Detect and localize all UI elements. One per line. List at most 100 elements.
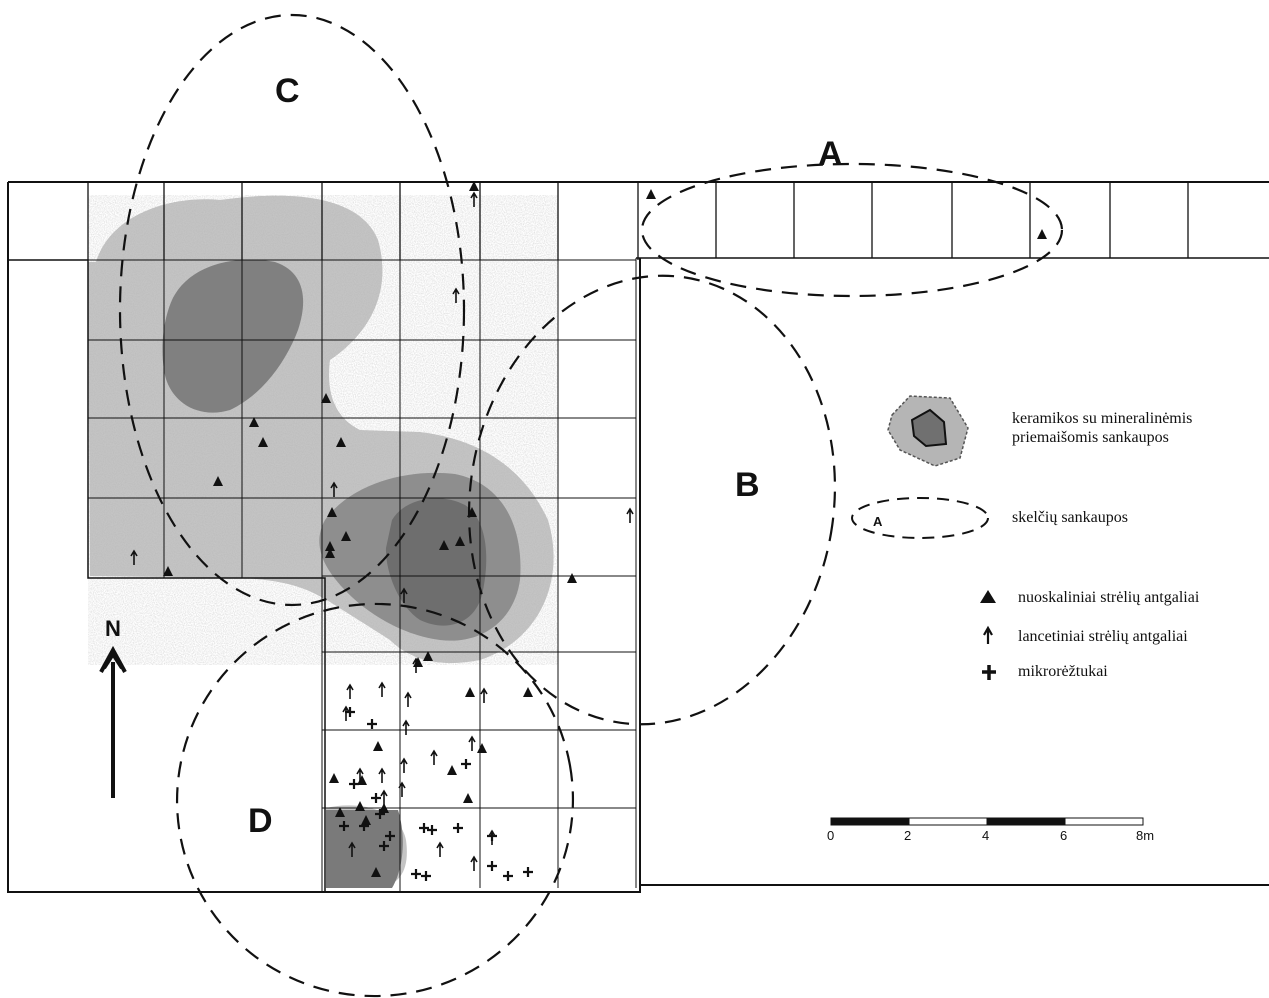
lanceolate-point-marker bbox=[348, 841, 356, 857]
legend-flint-swatch-label: A bbox=[873, 514, 883, 529]
legend-flint-swatch bbox=[851, 497, 989, 539]
lanceolate-point-marker bbox=[402, 719, 410, 735]
microlith-marker bbox=[461, 759, 471, 769]
zone-label-a: A bbox=[818, 135, 843, 173]
lanceolate-point-marker bbox=[398, 781, 406, 797]
ceramics-darker-area-center bbox=[385, 498, 487, 626]
microlith-marker bbox=[503, 871, 513, 881]
lanceolate-point-marker bbox=[130, 549, 138, 565]
legend: keramikos su mineralinėmis priemaišomis … bbox=[851, 395, 1200, 680]
zone-label-d: D bbox=[248, 802, 273, 840]
flake-point-marker bbox=[371, 867, 381, 877]
legend-arrow-up-icon bbox=[983, 625, 993, 644]
flake-point-marker bbox=[249, 417, 259, 427]
lanceolate-point-marker bbox=[356, 767, 364, 783]
flake-point-marker bbox=[463, 793, 473, 803]
flake-point-marker bbox=[469, 181, 479, 191]
lanceolate-point-marker bbox=[452, 287, 460, 303]
trench-strip-divisions bbox=[87, 182, 1189, 260]
flint-concentration-zones bbox=[118, 13, 1064, 998]
flake-point-marker bbox=[523, 687, 533, 697]
flake-point-marker bbox=[355, 801, 365, 811]
zone-b-outline bbox=[467, 274, 837, 726]
lanceolate-point-marker bbox=[626, 507, 634, 523]
excavation-grid bbox=[7, 181, 1269, 893]
legend-microliths: mikrorėžtukai bbox=[1018, 663, 1108, 680]
microlith-marker bbox=[359, 821, 369, 831]
flake-point-marker bbox=[327, 507, 337, 517]
microlith-marker bbox=[411, 869, 421, 879]
grid-horizontals bbox=[8, 259, 636, 809]
scale-tick-8: 8m bbox=[1136, 828, 1154, 843]
microlith-marker bbox=[371, 793, 381, 803]
find-markers bbox=[130, 181, 1047, 881]
microlith-marker bbox=[375, 809, 385, 819]
flake-point-marker bbox=[477, 743, 487, 753]
flake-point-marker bbox=[325, 548, 335, 558]
lanceolate-point-marker bbox=[470, 191, 478, 207]
lanceolate-point-marker bbox=[468, 735, 476, 751]
microlith-marker bbox=[453, 823, 463, 833]
flake-point-marker bbox=[447, 765, 457, 775]
lanceolate-point-marker bbox=[346, 683, 354, 699]
flake-point-marker bbox=[1037, 229, 1047, 239]
microlith-marker bbox=[419, 823, 429, 833]
scale-tick-2: 2 bbox=[904, 828, 911, 843]
flake-point-marker bbox=[567, 573, 577, 583]
microlith-marker bbox=[345, 707, 355, 717]
flake-point-marker bbox=[467, 507, 477, 517]
legend-ceramics-dark-swatch bbox=[910, 408, 948, 448]
flake-point-marker bbox=[646, 189, 656, 199]
lanceolate-point-marker bbox=[412, 657, 420, 673]
microlith-marker bbox=[385, 831, 395, 841]
microlith-marker bbox=[367, 719, 377, 729]
flake-point-marker bbox=[373, 741, 383, 751]
lanceolate-point-marker bbox=[378, 681, 386, 697]
legend-plus-icon bbox=[982, 665, 996, 680]
north-arrow-icon bbox=[99, 645, 127, 798]
flake-point-marker bbox=[455, 536, 465, 546]
ceramics-dark-area-nw bbox=[162, 259, 304, 413]
scale-tick-4: 4 bbox=[982, 828, 989, 843]
legend-triangle-icon bbox=[980, 590, 996, 603]
microlith-marker bbox=[427, 825, 437, 835]
microlith-marker bbox=[339, 821, 349, 831]
flake-point-marker bbox=[341, 531, 351, 541]
lanceolate-point-marker bbox=[436, 841, 444, 857]
scale-tick-6: 6 bbox=[1060, 828, 1067, 843]
ceramics-dark-area-sw bbox=[326, 810, 403, 888]
lanceolate-point-marker bbox=[330, 481, 338, 497]
flake-point-marker bbox=[321, 393, 331, 403]
lanceolate-point-marker bbox=[400, 587, 408, 603]
zone-a-outline bbox=[640, 162, 1064, 298]
flake-point-marker bbox=[213, 476, 223, 486]
zone-d-outline bbox=[175, 602, 575, 998]
legend-ceramics-line2: priemaišomis sankaupos bbox=[1012, 429, 1169, 446]
legend-ceramics-line1: keramikos su mineralinėmis bbox=[1012, 410, 1192, 427]
legend-flint: skelčių sankaupos bbox=[1012, 509, 1128, 526]
lanceolate-point-marker bbox=[470, 855, 478, 871]
scale-tick-0: 0 bbox=[827, 828, 834, 843]
flake-point-marker bbox=[379, 803, 389, 813]
legend-lanceolate-points: lancetiniai strėlių antgaliai bbox=[1018, 628, 1188, 645]
microlith-marker bbox=[421, 871, 431, 881]
microlith-marker bbox=[487, 831, 497, 841]
scale-seg-2 bbox=[908, 817, 988, 826]
lanceolate-point-marker bbox=[378, 767, 386, 783]
flake-point-marker bbox=[335, 807, 345, 817]
scale-seg-3 bbox=[986, 817, 1066, 826]
lanceolate-point-marker bbox=[480, 687, 488, 703]
microlith-marker bbox=[349, 779, 359, 789]
microlith-marker bbox=[523, 867, 533, 877]
flake-point-marker bbox=[465, 687, 475, 697]
north-label: N bbox=[105, 616, 121, 641]
scale-bar: 0 2 4 6 8m bbox=[827, 817, 1154, 843]
flake-point-marker bbox=[163, 566, 173, 576]
flake-point-marker bbox=[258, 437, 268, 447]
flake-point-marker bbox=[336, 437, 346, 447]
scale-seg-4 bbox=[1064, 817, 1144, 826]
lanceolate-point-marker bbox=[404, 691, 412, 707]
zone-label-b: B bbox=[735, 466, 760, 504]
microlith-marker bbox=[379, 841, 389, 851]
